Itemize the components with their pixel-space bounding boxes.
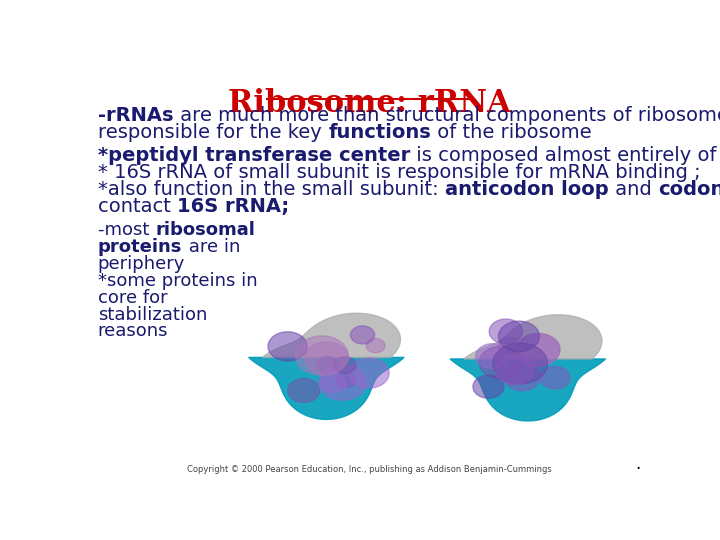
Polygon shape [476,343,510,369]
Text: is composed almost entirely of RNA: is composed almost entirely of RNA [410,146,720,165]
Polygon shape [505,364,541,391]
Polygon shape [262,313,400,357]
Text: of the ribosome: of the ribosome [431,123,592,141]
Polygon shape [498,337,521,354]
Polygon shape [351,326,374,344]
Polygon shape [541,367,570,389]
Text: .: . [635,455,640,473]
Text: * 16S rRNA of small subunit is responsible for mRNA binding ;: * 16S rRNA of small subunit is responsib… [98,163,701,182]
Text: responsible for the key: responsible for the key [98,123,328,141]
Polygon shape [492,343,548,384]
Text: contact: contact [98,197,177,216]
Text: stabilization: stabilization [98,306,207,323]
Text: and: and [609,180,658,199]
Polygon shape [498,321,539,352]
Text: functions: functions [328,123,431,141]
Text: *some proteins in: *some proteins in [98,272,257,289]
Polygon shape [464,315,602,359]
Polygon shape [349,358,390,388]
Text: codon: codon [658,180,720,199]
Text: ribosomal: ribosomal [156,221,255,239]
Polygon shape [288,379,320,402]
Text: -most: -most [98,221,155,239]
Polygon shape [320,373,346,393]
Text: 16S rRNA;: 16S rRNA; [177,197,289,216]
Polygon shape [296,336,348,375]
Polygon shape [489,319,523,344]
Polygon shape [305,342,348,375]
Polygon shape [516,335,559,367]
Polygon shape [495,355,535,384]
Text: -rRNAs: -rRNAs [98,106,174,125]
Text: core for: core for [98,288,167,307]
Text: anticodon loop: anticodon loop [445,180,608,199]
Polygon shape [473,375,504,398]
Text: reasons: reasons [98,322,168,340]
Polygon shape [333,357,356,373]
Polygon shape [516,333,560,366]
Text: *peptidyl transferase center: *peptidyl transferase center [98,146,410,165]
Polygon shape [248,357,404,420]
Text: are much more than structural components of ribosome directly: are much more than structural components… [174,106,720,125]
Polygon shape [316,356,338,373]
Polygon shape [450,359,606,421]
Text: proteins: proteins [98,238,182,256]
Text: are in: are in [182,238,240,256]
Text: *also function in the small subunit:: *also function in the small subunit: [98,180,445,199]
Polygon shape [268,332,307,361]
Text: periphery: periphery [98,255,185,273]
Polygon shape [366,339,385,353]
Text: Copyright © 2000 Pearson Education, Inc., publishing as Addison Benjamin-Cumming: Copyright © 2000 Pearson Education, Inc.… [186,465,552,475]
Polygon shape [319,364,366,400]
Polygon shape [336,373,356,387]
Text: Ribosome: rRNA: Ribosome: rRNA [228,88,510,119]
Polygon shape [479,347,522,379]
